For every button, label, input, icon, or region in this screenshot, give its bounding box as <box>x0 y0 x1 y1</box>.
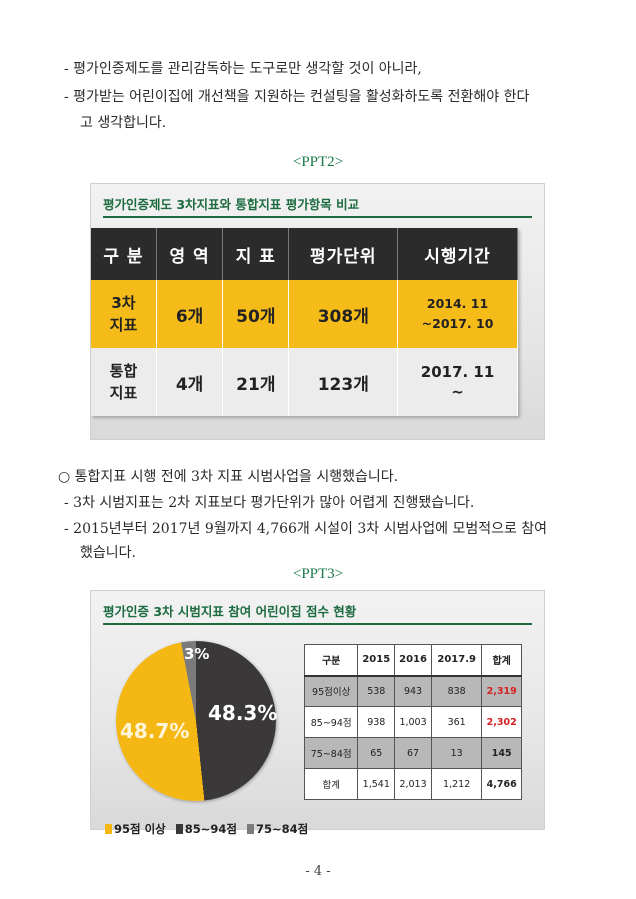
cell-unit: 123개 <box>288 348 399 416</box>
middle-line-3: - 2015년부터 2017년 9월까지 4,766개 시설이 3차 시범사업에… <box>64 521 548 537</box>
pie-label-75-84: 3% <box>184 645 210 663</box>
cell: 538 <box>357 675 396 707</box>
cell: 838 <box>430 675 483 707</box>
middle-line-4: 했습니다. <box>80 545 136 561</box>
row-label: 3차 지표 <box>91 280 157 348</box>
middle-line-1: ○ 통합지표 시행 전에 3차 지표 시범사업을 시행했습니다. <box>58 469 399 485</box>
middle-line-2: - 3차 시범지표는 2차 지표보다 평가단위가 많아 어렵게 진행됐습니다. <box>64 495 475 511</box>
ppt2-title: 평가인증제도 3차지표와 통합지표 평가항목 비교 <box>103 194 532 218</box>
pie-shape <box>116 641 276 801</box>
table-row: 95점이상 538 943 838 2,319 <box>303 675 522 707</box>
row-label: 통합 지표 <box>91 348 157 416</box>
pie-label-95-plus: 48.7% <box>120 719 190 743</box>
cell: 943 <box>394 675 432 707</box>
header-area: 영 역 <box>156 228 224 280</box>
cell: 13 <box>430 737 483 769</box>
ppt2-label: <PPT2> <box>292 154 344 170</box>
cell: 1,541 <box>357 768 396 800</box>
ppt3-label: <PPT3> <box>292 566 344 582</box>
cell-total: 145 <box>481 737 522 769</box>
row-label: 75~84점 <box>303 737 359 769</box>
cell: 361 <box>430 706 483 738</box>
header-category: 구 분 <box>91 228 157 280</box>
cell: 1,003 <box>394 706 432 738</box>
pie-legend: 95점 이상 85~94점 75~84점 <box>105 821 308 837</box>
ppt2-slide: 평가인증제도 3차지표와 통합지표 평가항목 비교 구 분 영 역 지 표 평가… <box>90 183 545 440</box>
comparison-table: 구 분 영 역 지 표 평가단위 시행기간 3차 지표 6개 50개 308개 2… <box>91 228 518 416</box>
header-indicator: 지 표 <box>222 228 290 280</box>
page-number: - 4 - <box>305 864 331 879</box>
cell-indicator: 21개 <box>222 348 290 416</box>
score-table: 구분 2015 2016 2017.9 합계 95점이상 538 943 838… <box>303 644 522 800</box>
legend-item-75-84: 75~84점 <box>246 821 308 837</box>
header-2017-9: 2017.9 <box>430 644 483 677</box>
ppt3-title: 평가인증 3차 시범지표 참여 어린이집 점수 현황 <box>103 601 532 625</box>
table-row: 75~84점 65 67 13 145 <box>303 737 522 769</box>
cell: 938 <box>357 706 396 738</box>
table-row-3rd: 3차 지표 6개 50개 308개 2014. 11 ~2017. 10 <box>91 280 518 348</box>
legend-item-85-94: 85~94점 <box>175 821 237 837</box>
score-pie-chart: 48.3% 48.7% 3% <box>116 641 286 811</box>
cell-period: 2017. 11 ~ <box>397 348 518 416</box>
header-2015: 2015 <box>357 644 396 677</box>
intro-line-2: - 평가받는 어린이집에 개선책을 지원하는 컨설팅을 활성화하도록 전환해야 … <box>64 89 530 105</box>
score-header-row: 구분 2015 2016 2017.9 합계 <box>303 644 522 677</box>
legend-swatch-icon <box>175 824 183 834</box>
cell: 65 <box>357 737 396 769</box>
cell-area: 4개 <box>156 348 224 416</box>
cell: 1,212 <box>430 768 483 800</box>
legend-swatch-icon <box>246 824 254 834</box>
table-row-integrated: 통합 지표 4개 21개 123개 2017. 11 ~ <box>91 348 518 416</box>
cell-indicator: 50개 <box>222 280 290 348</box>
row-label: 95점이상 <box>303 675 359 707</box>
intro-line-1: - 평가인증제도를 관리감독하는 도구로만 생각할 것이 아니라, <box>64 61 422 77</box>
intro-line-3: 고 생각합니다. <box>80 115 167 131</box>
row-label: 85~94점 <box>303 706 359 738</box>
header-period: 시행기간 <box>397 228 518 280</box>
cell-total: 4,766 <box>481 768 522 800</box>
cell: 67 <box>394 737 432 769</box>
ppt3-slide: 평가인증 3차 시범지표 참여 어린이집 점수 현황 48.3% 48.7% 3… <box>90 590 545 836</box>
comparison-header-row: 구 분 영 역 지 표 평가단위 시행기간 <box>91 228 518 280</box>
cell-period: 2014. 11 ~2017. 10 <box>397 280 518 348</box>
cell-total: 2,302 <box>481 706 522 738</box>
header-category: 구분 <box>303 644 359 677</box>
row-label: 합계 <box>303 768 359 800</box>
cell-total: 2,319 <box>481 675 522 707</box>
table-row-total: 합계 1,541 2,013 1,212 4,766 <box>303 768 522 800</box>
pie-label-85-94: 48.3% <box>208 701 278 725</box>
header-total: 합계 <box>481 644 522 677</box>
cell-area: 6개 <box>156 280 224 348</box>
header-2016: 2016 <box>394 644 432 677</box>
header-unit: 평가단위 <box>288 228 399 280</box>
cell: 2,013 <box>394 768 432 800</box>
legend-swatch-icon <box>105 824 112 834</box>
cell-unit: 308개 <box>288 280 399 348</box>
table-row: 85~94점 938 1,003 361 2,302 <box>303 706 522 738</box>
legend-item-95-plus: 95점 이상 <box>105 821 166 837</box>
